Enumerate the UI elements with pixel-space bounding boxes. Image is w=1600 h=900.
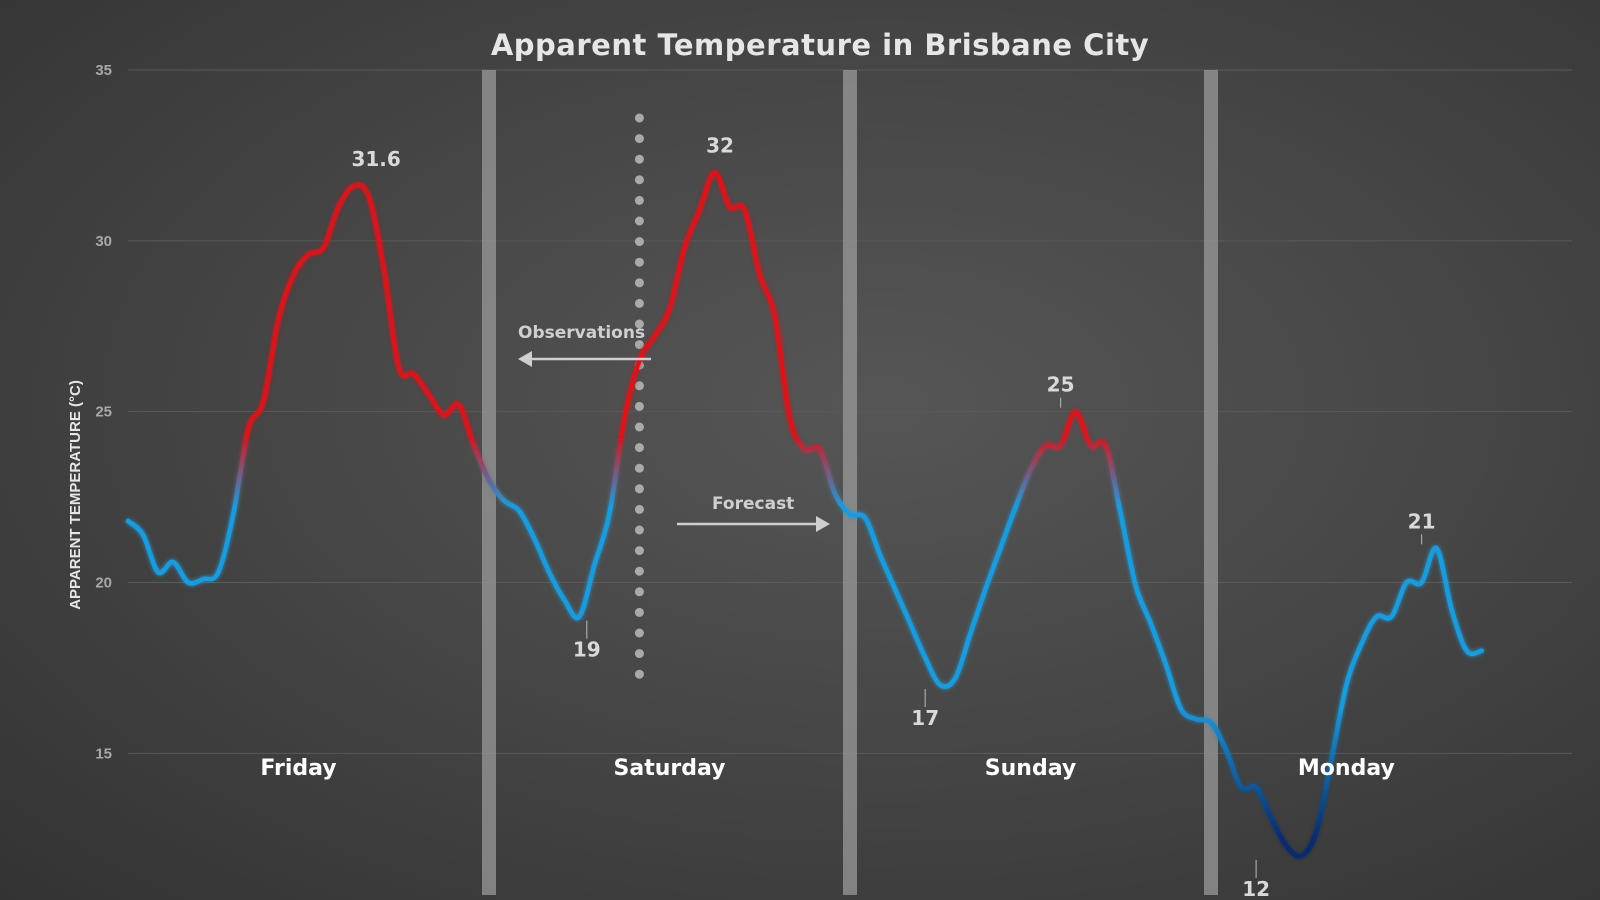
y-tick-label: 30 bbox=[95, 233, 112, 250]
data-label: 12 bbox=[1242, 877, 1270, 900]
day-labels: Friday Saturday Sunday Monday bbox=[260, 756, 1394, 781]
y-axis-ticks: 15 20 25 30 35 bbox=[95, 62, 112, 762]
data-label: 21 bbox=[1408, 509, 1436, 533]
day-separator bbox=[1204, 70, 1218, 895]
divider-dot bbox=[634, 175, 644, 185]
peak-labels: 31.6 19 32 17 25 12 21 bbox=[351, 134, 1435, 900]
divider-dot bbox=[634, 546, 644, 556]
forecast-annotation: Forecast bbox=[677, 494, 830, 532]
divider-dot bbox=[634, 257, 644, 267]
divider-dot bbox=[634, 278, 644, 288]
divider-dot bbox=[634, 298, 644, 308]
observation-forecast-divider bbox=[634, 113, 644, 679]
series-layer bbox=[125, 170, 1485, 859]
day-label: Saturday bbox=[614, 756, 726, 781]
divider-dot bbox=[634, 587, 644, 597]
data-label: 25 bbox=[1047, 373, 1075, 397]
observations-label: Observations bbox=[518, 323, 645, 343]
divider-dot bbox=[634, 422, 644, 432]
divider-dot bbox=[634, 381, 644, 391]
divider-dot bbox=[634, 484, 644, 494]
data-label: 19 bbox=[573, 638, 601, 662]
data-label: 31.6 bbox=[351, 147, 400, 171]
divider-dot bbox=[634, 401, 644, 411]
data-label: 32 bbox=[706, 134, 734, 158]
day-label: Monday bbox=[1298, 756, 1395, 781]
divider-dot bbox=[634, 566, 644, 576]
divider-dot bbox=[634, 463, 644, 473]
divider-dot bbox=[634, 195, 644, 205]
divider-dot bbox=[634, 649, 644, 659]
divider-dot bbox=[634, 607, 644, 617]
day-separators bbox=[482, 70, 1218, 895]
y-tick-label: 25 bbox=[95, 404, 112, 421]
forecast-arrow-head bbox=[816, 516, 830, 532]
divider-dot bbox=[634, 237, 644, 247]
observations-annotation: Observations bbox=[518, 323, 651, 367]
divider-dot bbox=[634, 443, 644, 453]
chart-title: Apparent Temperature in Brisbane City bbox=[491, 28, 1149, 62]
y-tick-label: 15 bbox=[95, 745, 112, 762]
data-label: 17 bbox=[911, 706, 939, 730]
day-label: Sunday bbox=[985, 756, 1076, 781]
divider-dot bbox=[634, 134, 644, 144]
divider-dot bbox=[634, 669, 644, 679]
divider-dot bbox=[634, 216, 644, 226]
forecast-label: Forecast bbox=[712, 494, 794, 514]
divider-dot bbox=[634, 113, 644, 123]
divider-dot bbox=[634, 525, 644, 535]
divider-dot bbox=[634, 154, 644, 164]
divider-dot bbox=[634, 504, 644, 514]
y-tick-label: 20 bbox=[95, 575, 112, 592]
observations-arrow-head bbox=[518, 351, 532, 367]
y-tick-label: 35 bbox=[95, 62, 112, 79]
divider-dot bbox=[634, 319, 644, 329]
day-separator bbox=[843, 70, 857, 895]
y-axis-label: APPARENT TEMPERATURE (°C) bbox=[67, 380, 84, 610]
divider-dot bbox=[634, 340, 644, 350]
day-label: Friday bbox=[260, 756, 336, 781]
divider-dot bbox=[634, 628, 644, 638]
temperature-series-line bbox=[125, 170, 1485, 859]
